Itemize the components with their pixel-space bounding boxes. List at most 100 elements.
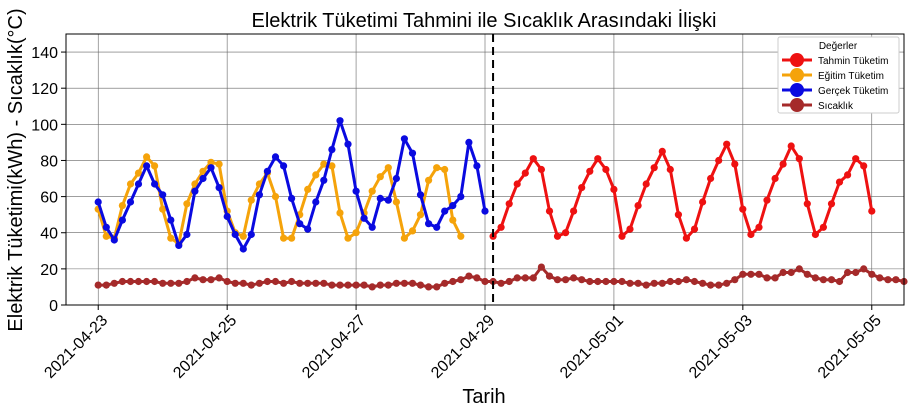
series-0-point <box>497 223 505 231</box>
series-1-point <box>167 234 175 242</box>
series-1-point <box>288 234 296 242</box>
series-1-point <box>118 202 126 210</box>
series-3-point <box>134 277 143 286</box>
series-2-point <box>199 174 207 183</box>
series-2-point <box>416 191 425 199</box>
series-3-point <box>384 281 392 289</box>
series-3-point <box>892 276 900 284</box>
legend-marker <box>790 83 804 97</box>
series-3-point <box>803 270 811 278</box>
series-3-point <box>674 277 683 286</box>
series-3-point <box>167 279 175 287</box>
series-1-point <box>159 205 167 213</box>
series-3-point <box>102 281 110 289</box>
series-1-point <box>400 234 408 242</box>
series-2-point <box>352 187 360 195</box>
series-3-point <box>376 281 384 289</box>
series-2-point <box>304 225 312 233</box>
legend-label: Sıcaklık <box>818 101 854 112</box>
series-0-line <box>491 142 874 240</box>
series-3-point <box>280 279 288 287</box>
series-1-point <box>368 187 376 195</box>
series-2-point <box>465 138 473 146</box>
series-3-point <box>860 265 868 273</box>
series-0-point <box>723 140 731 148</box>
series-3-point <box>392 279 400 287</box>
series-0-point <box>868 207 876 215</box>
series-3-point <box>457 276 465 284</box>
series-3-point <box>827 276 836 284</box>
series-1-point <box>336 209 344 217</box>
y-tick-label: 0 <box>49 298 58 315</box>
series-0-point <box>537 165 546 174</box>
series-3-point <box>755 270 763 278</box>
series-0-point <box>699 198 707 206</box>
series-2-point <box>271 153 280 161</box>
series-1-point <box>183 200 191 208</box>
series-0-point <box>682 234 691 242</box>
series-0-point <box>553 232 562 240</box>
series-0-point <box>666 165 674 174</box>
series-3-point <box>537 263 546 271</box>
series-3-point <box>876 274 884 282</box>
series-3-point <box>715 281 723 289</box>
series-3-point <box>449 277 457 286</box>
series-0-point <box>747 230 755 239</box>
series-1-point <box>425 176 433 184</box>
series-3-point <box>175 279 183 287</box>
series-3-point <box>884 276 892 284</box>
series-0-point <box>731 160 739 168</box>
series-3-point <box>191 274 199 282</box>
series-3-point <box>835 277 844 286</box>
y-tick-label: 100 <box>31 117 58 134</box>
series-0-point <box>618 232 626 240</box>
series-2-point <box>360 214 368 222</box>
series-3-point <box>570 274 578 282</box>
series-3-point <box>336 281 344 289</box>
series-2-point <box>239 245 247 253</box>
series-3-point <box>602 277 610 286</box>
series-3-point <box>626 279 634 287</box>
series-1-point <box>408 227 417 235</box>
series-3-point <box>819 276 828 284</box>
series-0-point <box>690 225 699 233</box>
series-2-point <box>255 191 263 199</box>
series-1-point <box>376 173 384 181</box>
series-2-point <box>376 194 384 202</box>
series-2-point <box>191 187 199 195</box>
series-0-point <box>570 207 578 215</box>
series-1-point <box>344 234 352 242</box>
series-3-point <box>304 279 312 287</box>
series-2-point <box>328 146 336 154</box>
series-2-point <box>368 223 376 231</box>
y-tick-label: 60 <box>40 190 58 207</box>
series-3-point <box>481 277 489 286</box>
series-3-point <box>731 276 739 284</box>
series-1-point <box>134 169 143 177</box>
series-0-point <box>650 164 658 172</box>
legend-label: Gerçek Tüketim <box>818 86 888 97</box>
y-tick-label: 40 <box>40 226 58 243</box>
series-3-point <box>425 283 433 291</box>
series-3-point <box>610 277 618 286</box>
series-2-point <box>215 184 223 192</box>
series-0-point <box>819 223 828 231</box>
series-layer <box>94 117 908 291</box>
series-3-point <box>344 281 352 289</box>
series-0-point <box>505 200 513 208</box>
series-3-point <box>529 274 537 282</box>
series-3-point <box>594 277 602 286</box>
series-2-point <box>425 220 433 228</box>
series-1-point <box>433 164 441 172</box>
series-3-point <box>151 277 159 286</box>
series-2-point <box>159 191 167 199</box>
series-3-point <box>239 279 247 287</box>
series-3-point <box>739 270 747 278</box>
series-3-point <box>360 281 368 289</box>
series-2-point <box>110 236 118 244</box>
x-axis-title: Tarih <box>462 386 505 408</box>
series-0-point <box>658 147 666 155</box>
series-3-point <box>707 281 715 289</box>
series-3-point <box>199 276 207 284</box>
series-0-point <box>586 167 594 175</box>
